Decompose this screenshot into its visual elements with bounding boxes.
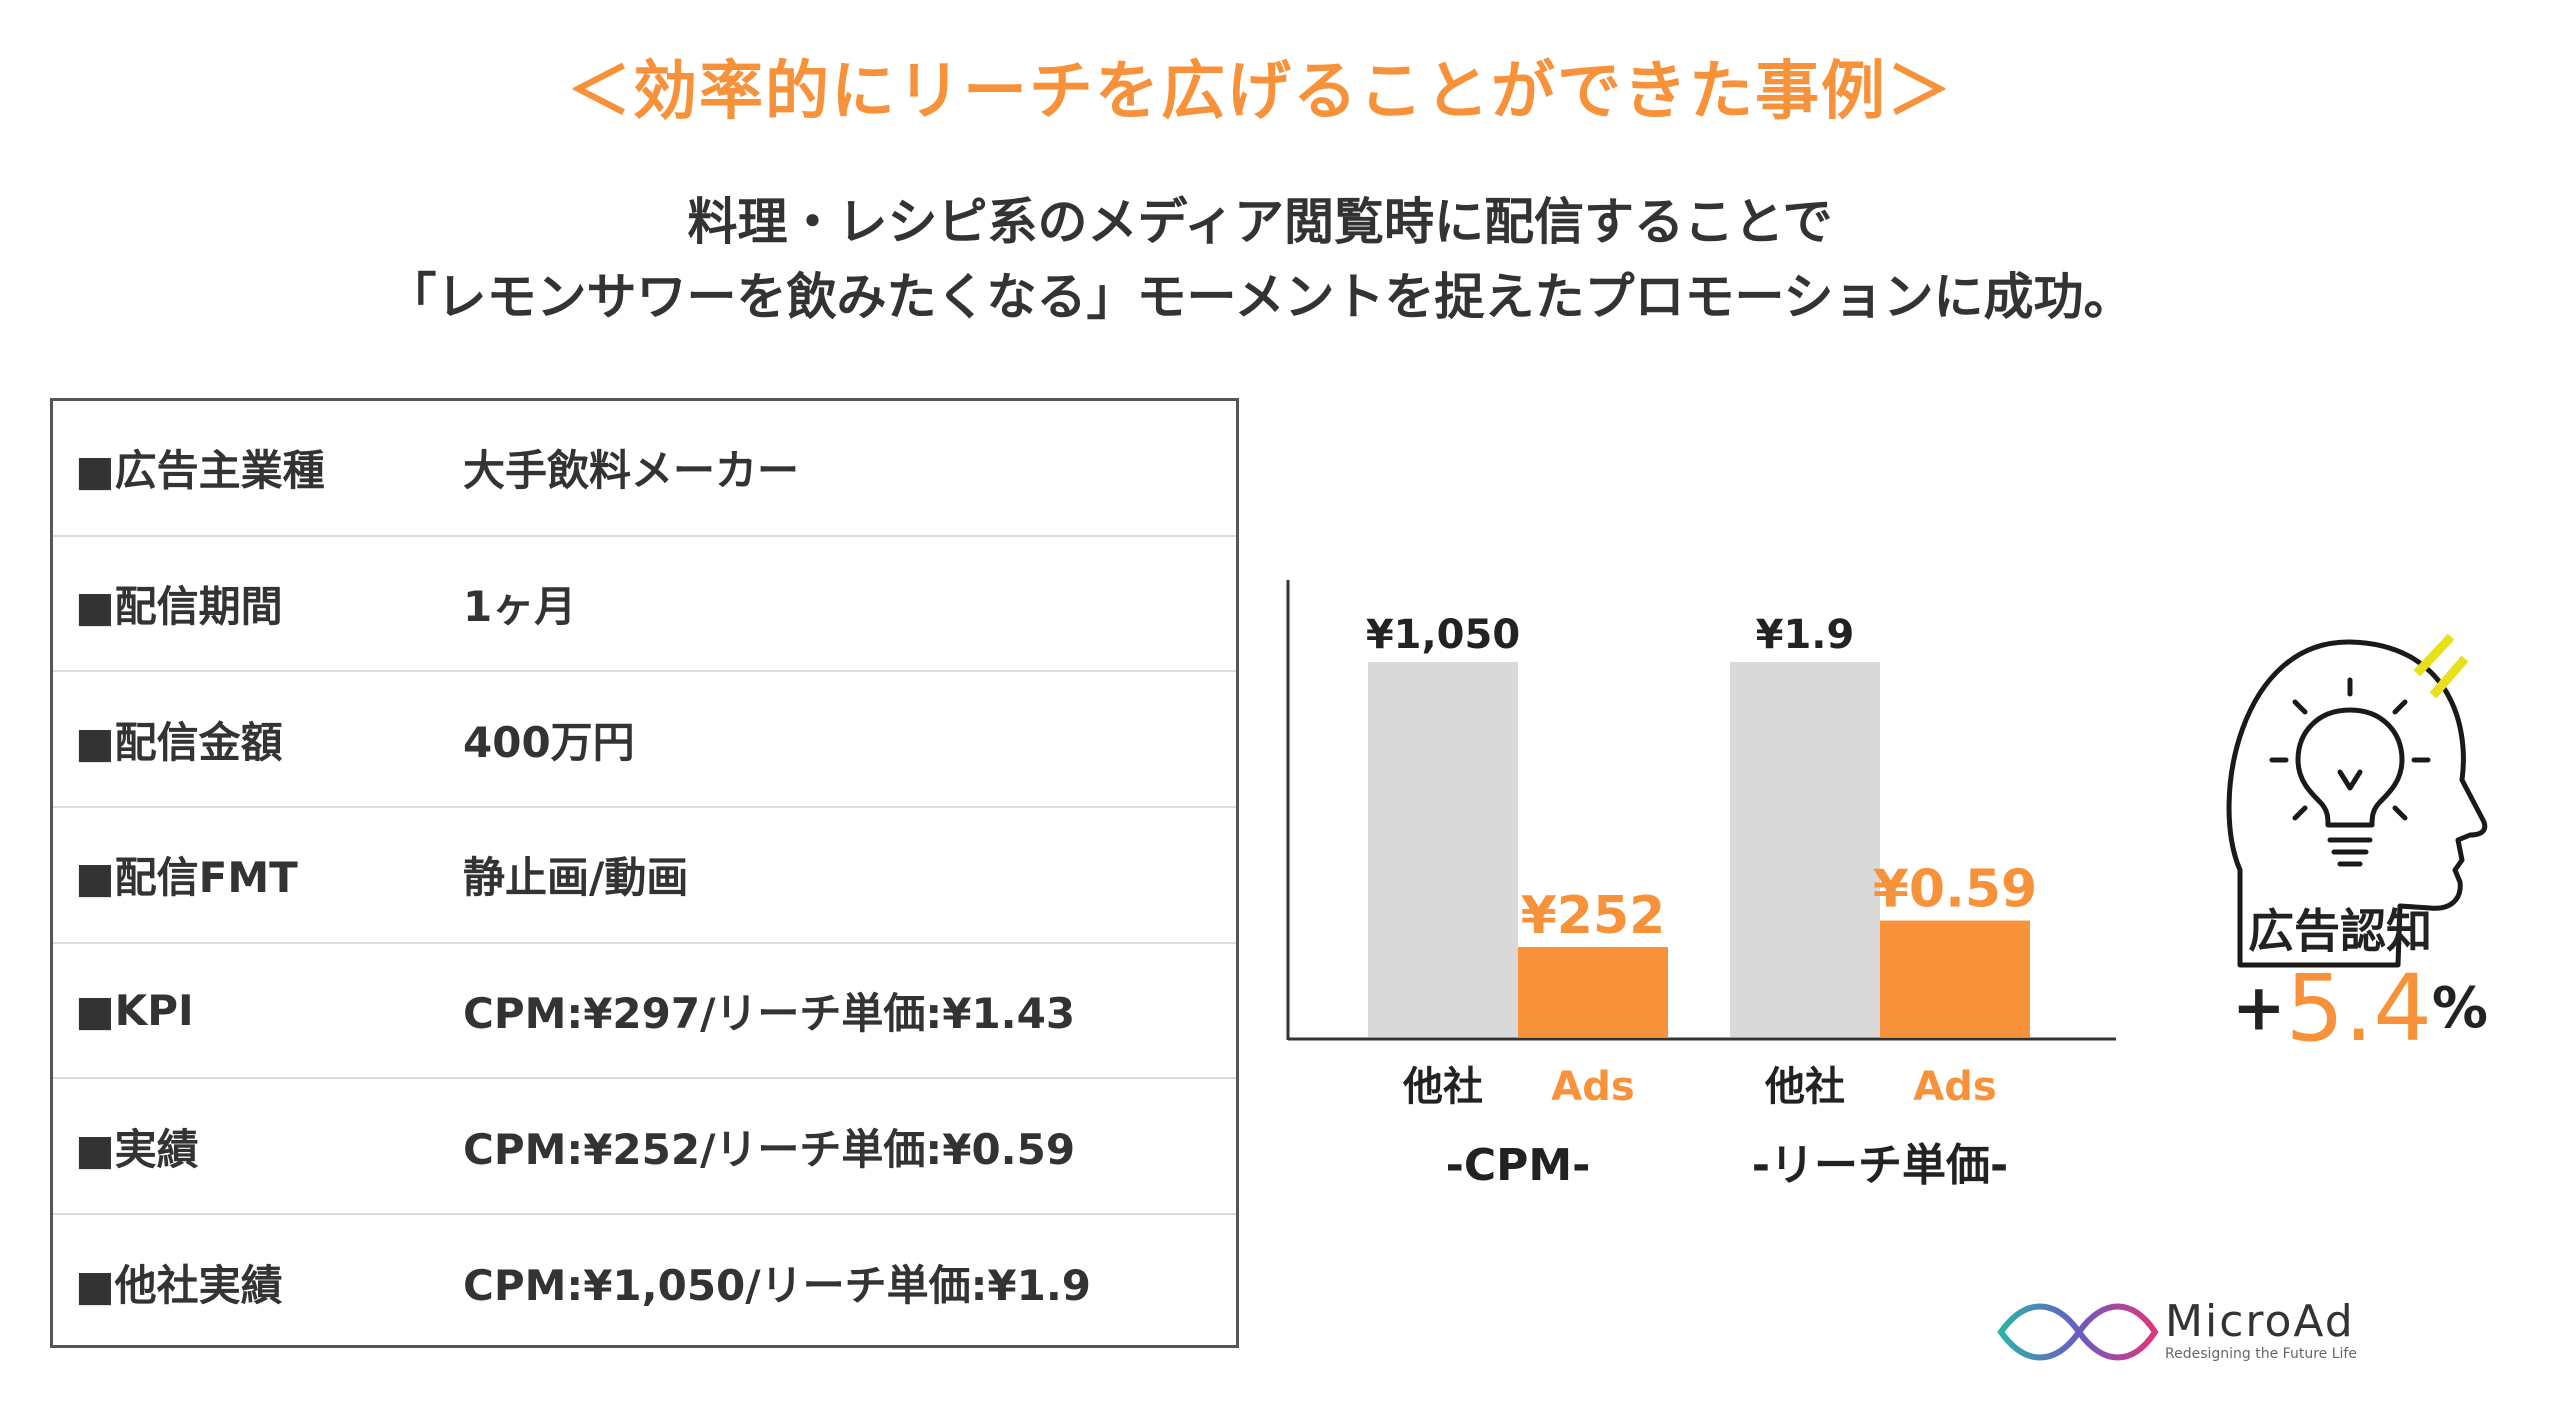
bar-value-label: ¥0.59 [1873, 860, 2037, 920]
info-label: ■配信FMT [75, 853, 298, 903]
category-label: Ads [1913, 1064, 1996, 1110]
percent-sign: % [2431, 976, 2489, 1041]
bar-other-0 [1368, 662, 1518, 1037]
comparison-bar-chart: ¥1,050 他社 ¥252 Ads -CPM- ¥1.9 他社 ¥0.59 Ads -リーチ単価… [1286, 580, 2116, 1191]
ad-recognition-label: 広告認知 [2248, 904, 2432, 958]
info-value: 400万円 [463, 717, 635, 767]
lift-value: 5.4 [2285, 955, 2432, 1062]
info-value: 大手飲料メーカー [463, 446, 800, 496]
bar-value-label: ¥1.9 [1756, 612, 1855, 658]
microad-logo-icon [1997, 1303, 2159, 1361]
info-label: ■広告主業種 [75, 446, 325, 496]
category-label: Ads [1551, 1064, 1634, 1110]
head-lightbulb-icon [2226, 633, 2488, 968]
bar-ads-1 [1880, 920, 2030, 1037]
info-value: CPM:¥1,050/リーチ単価:¥1.9 [463, 1261, 1092, 1311]
brand-tagline: Redesigning the Future Life [2165, 1346, 2357, 1362]
bar-value-label: ¥252 [1521, 886, 1666, 946]
info-value: CPM:¥252/リーチ単価:¥0.59 [463, 1124, 1076, 1174]
subtitle-line-2: 「レモンサワーを飲みたくなる」モーメントを捉えたプロモーションに成功。 [386, 268, 2134, 326]
bar-ads-0 [1518, 947, 1668, 1037]
category-label: 他社 [1402, 1064, 1483, 1110]
brand-name: MicroAd [2165, 1296, 2355, 1347]
group-label: -CPM- [1446, 1140, 1591, 1191]
info-row-kpi: ■KPI CPM:¥297/リーチ単価:¥1.43 [53, 944, 1236, 1080]
info-row-budget: ■配信金額 400万円 [53, 672, 1236, 809]
info-row-results: ■実績 CPM:¥252/リーチ単価:¥0.59 [53, 1079, 1236, 1216]
info-row-competitor: ■他社実績 CPM:¥1,050/リーチ単価:¥1.9 [53, 1215, 1236, 1351]
info-value: CPM:¥297/リーチ単価:¥1.43 [463, 989, 1076, 1039]
info-row-industry: ■広告主業種 大手飲料メーカー [53, 401, 1236, 537]
category-label: 他社 [1764, 1064, 1845, 1110]
info-row-format: ■配信FMT 静止画/動画 [53, 808, 1236, 944]
info-value: 静止画/動画 [463, 853, 689, 903]
info-label: ■配信期間 [75, 582, 283, 632]
subtitle-line-1: 料理・レシピ系のメディア閲覧時に配信することで [687, 193, 1833, 251]
info-label: ■配信金額 [75, 717, 283, 767]
bar-other-1 [1730, 662, 1880, 1037]
info-row-period: ■配信期間 1ヶ月 [53, 537, 1236, 673]
page-subtitle: 料理・レシピ系のメディア閲覧時に配信することで 「レモンサワーを飲みたくなる」モ… [0, 185, 2520, 335]
ad-recognition-lift: +5.4% [2210, 955, 2510, 1062]
page-title: ＜効率的にリーチを広げることができた事例＞ [567, 55, 1953, 129]
campaign-info-table: ■広告主業種 大手飲料メーカー ■配信期間 1ヶ月 ■配信金額 400万円 ■配… [50, 398, 1239, 1348]
bar-value-label: ¥1,050 [1366, 612, 1520, 658]
info-label: ■実績 [75, 1124, 199, 1174]
info-label: ■他社実績 [75, 1261, 283, 1311]
info-value: 1ヶ月 [463, 582, 577, 632]
info-label: ■KPI [75, 986, 194, 1036]
plus-sign: + [2231, 971, 2286, 1046]
group-label: -リーチ単価- [1752, 1140, 2009, 1191]
